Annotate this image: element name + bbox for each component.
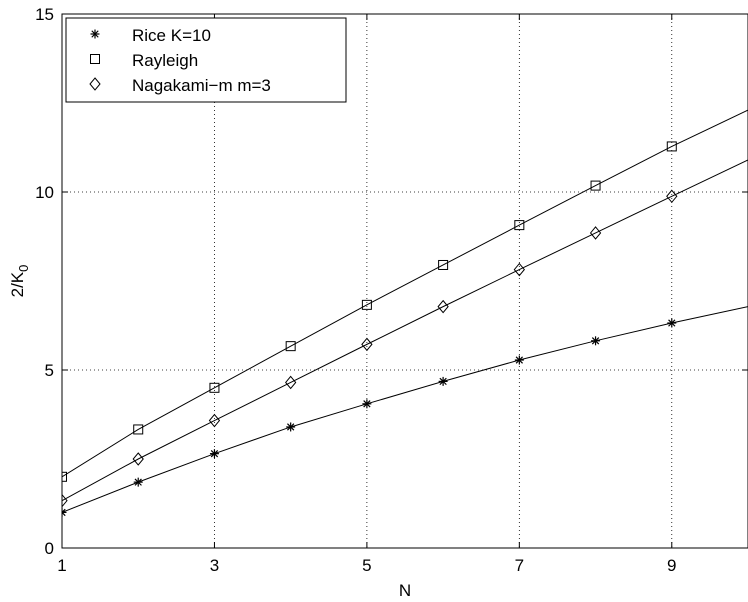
asterisk-marker xyxy=(286,422,296,432)
y-tick-label: 15 xyxy=(35,5,54,24)
x-tick-label: 5 xyxy=(362,556,371,575)
diamond-marker xyxy=(666,189,678,204)
y-tick-label: 5 xyxy=(45,361,54,380)
diamond-marker xyxy=(437,299,449,314)
diamond-marker xyxy=(361,337,373,352)
asterisk-marker xyxy=(62,507,67,517)
diamond-marker xyxy=(513,262,525,277)
series-layer xyxy=(62,109,748,517)
asterisk-marker xyxy=(362,399,372,409)
asterisk-stroke xyxy=(62,508,66,514)
square-marker xyxy=(90,54,100,64)
diamond-marker xyxy=(285,375,297,390)
diamond-marker xyxy=(208,413,221,428)
diamond-marker xyxy=(589,226,602,240)
asterisk-marker xyxy=(209,449,219,459)
asterisk-marker xyxy=(133,477,143,487)
asterisk-marker xyxy=(90,29,100,39)
x-tick-label: 7 xyxy=(515,556,524,575)
square-marker xyxy=(285,341,296,352)
legend-box xyxy=(65,17,347,103)
diamond-marker xyxy=(89,77,101,91)
plot-frame xyxy=(61,13,748,549)
x-axis-label: N xyxy=(399,581,411,600)
square-marker xyxy=(514,220,525,231)
y-axis-label-subscript: 0 xyxy=(16,265,31,272)
diamond-marker xyxy=(62,493,68,508)
legend-label: Nagakami−m m=3 xyxy=(132,76,271,95)
legend-label: Rice K=10 xyxy=(132,26,211,45)
series-diamond xyxy=(62,159,748,508)
square-marker xyxy=(62,471,67,482)
square-marker xyxy=(666,141,677,152)
x-tick-label: 1 xyxy=(57,556,66,575)
asterisk-stroke xyxy=(62,511,66,517)
series-asterisk xyxy=(62,306,748,517)
x-tick-label: 9 xyxy=(667,556,676,575)
y-tick-label: 10 xyxy=(35,183,54,202)
x-tick-label: 3 xyxy=(210,556,219,575)
grid xyxy=(62,14,748,548)
square-marker xyxy=(361,299,372,310)
asterisk-marker xyxy=(667,318,677,328)
asterisk-marker xyxy=(438,376,448,386)
legend-label: Rayleigh xyxy=(132,51,198,70)
series-line xyxy=(62,306,748,513)
series-line xyxy=(62,159,748,502)
series-square xyxy=(62,109,748,482)
square-marker xyxy=(133,424,144,435)
square-marker xyxy=(438,259,449,270)
square-marker xyxy=(209,382,220,393)
asterisk-marker xyxy=(591,336,601,346)
y-axis-label: 2/K0 xyxy=(8,265,31,298)
diamond-marker xyxy=(132,452,144,466)
legend: Rice K=10 Rayleigh Nagakami−m m=3 xyxy=(65,17,347,103)
series-line xyxy=(62,109,748,478)
y-tick-label: 0 xyxy=(45,539,54,558)
y-axis-label-main: 2/K xyxy=(8,271,27,297)
square-marker xyxy=(590,180,601,191)
asterisk-marker xyxy=(514,355,524,365)
